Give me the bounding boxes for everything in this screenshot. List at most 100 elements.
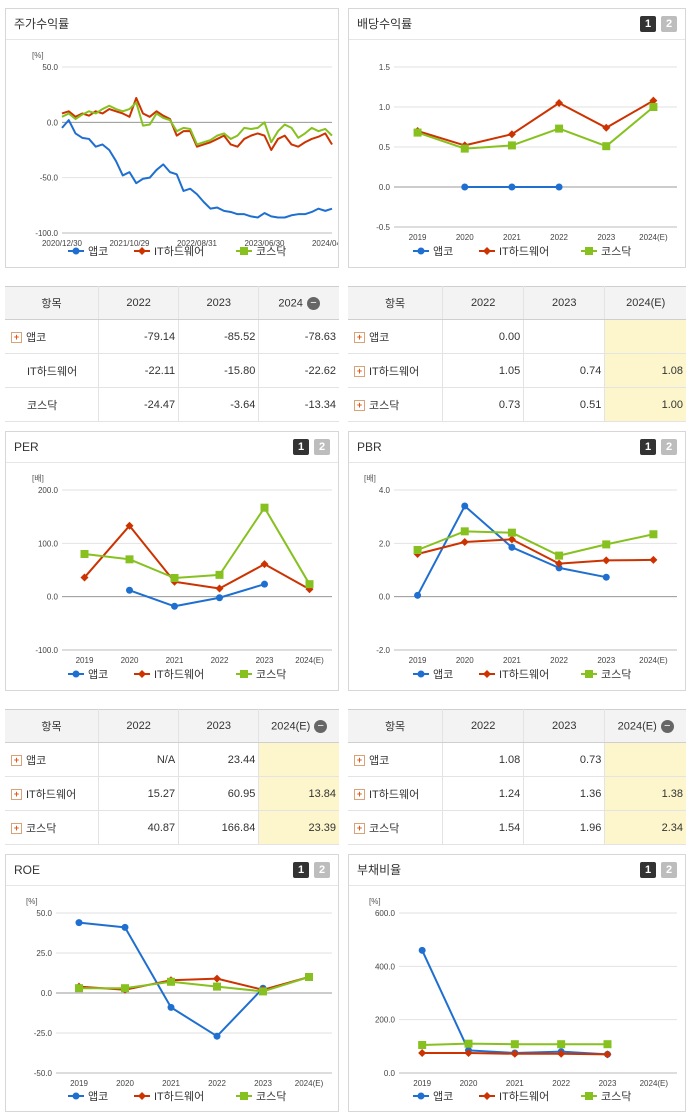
- cell-value: 0.74: [523, 353, 606, 388]
- cell-value: [604, 319, 686, 354]
- x-tick-label: 2024(E): [639, 233, 668, 242]
- data-point-코스닥: [413, 128, 422, 137]
- data-point-앱코: [171, 602, 178, 610]
- data-point-IT하드웨어: [555, 559, 564, 568]
- row-name: IT하드웨어: [5, 353, 100, 388]
- page-2-button[interactable]: 2: [314, 439, 330, 455]
- data-point-IT하드웨어: [213, 974, 221, 983]
- x-tick-label: 2024(E): [639, 656, 668, 665]
- pbr-panel: PBR 1 2 [배] 4.0 2.0 0.0 -2.0 2019 2020 2021 2022…: [348, 431, 686, 691]
- x-tick-label: 2020: [456, 233, 474, 242]
- expand-icon[interactable]: +: [11, 332, 22, 344]
- series-line-IT하드웨어: [417, 538, 654, 565]
- row-label: IT하드웨어: [27, 365, 78, 378]
- page-1-button[interactable]: 1: [640, 16, 656, 32]
- page-2-button[interactable]: 2: [661, 16, 677, 32]
- data-point-IT하드웨어: [649, 555, 658, 564]
- page-1-button[interactable]: 1: [640, 439, 656, 455]
- x-tick-label: 2020: [456, 656, 474, 665]
- expand-icon[interactable]: +: [354, 366, 365, 378]
- header-year: 2024−: [258, 286, 339, 320]
- debt-panel: 부채비율 1 2 [%] 600.0 400.0 200.0 0.0 2019 2020 20…: [348, 854, 686, 1112]
- legend-label-코스닥: 코스닥: [256, 245, 286, 258]
- expand-icon[interactable]: +: [11, 823, 22, 835]
- y-unit-label: [배]: [364, 474, 376, 483]
- data-point-코스닥: [121, 984, 129, 993]
- header-label: 2024(E): [271, 719, 311, 732]
- data-point-코스닥: [460, 144, 469, 153]
- per-title: PER: [6, 432, 338, 463]
- legend-marker-IT하드웨어: [483, 1092, 491, 1100]
- data-point-IT하드웨어: [460, 538, 469, 546]
- y-tick-label: -50.0: [34, 1069, 53, 1078]
- table-row: + 앱코 0.00: [348, 319, 686, 354]
- collapse-icon[interactable]: −: [314, 719, 328, 733]
- header-year: 2024(E) −: [604, 709, 686, 743]
- collapse-icon[interactable]: −: [306, 296, 320, 310]
- table-row: + IT하드웨어 15.27 60.95 13.84: [5, 776, 339, 811]
- expand-icon[interactable]: +: [354, 332, 365, 344]
- x-tick-label: 2023: [597, 233, 615, 242]
- debt-title: 부채비율: [349, 855, 685, 886]
- collapse-icon[interactable]: −: [660, 719, 674, 733]
- header-year: 2023: [523, 286, 606, 320]
- data-point-코스닥: [170, 574, 179, 582]
- x-tick-label: 2020: [121, 656, 139, 665]
- legend-label-IT하드웨어: IT하드웨어: [499, 244, 549, 258]
- dividend-chart: 1.5 1.0 0.5 0.0 -0.5 2019 2020 2021 2022 2023 2024…: [376, 63, 677, 258]
- cell-value: 13.84: [258, 776, 339, 811]
- legend-label-앱코: 앱코: [433, 668, 453, 681]
- x-tick-label: 2022: [552, 1079, 570, 1088]
- x-tick-label: 2022/08/31: [177, 239, 218, 248]
- x-tick-label: 2019: [76, 656, 94, 665]
- header-item: 항목: [348, 709, 444, 743]
- page-2-button[interactable]: 2: [661, 862, 677, 878]
- legend-label-IT하드웨어: IT하드웨어: [499, 667, 549, 681]
- y-tick-label: 1.0: [379, 103, 391, 112]
- expand-icon[interactable]: +: [354, 400, 365, 412]
- data-point-코스닥: [213, 982, 221, 991]
- expand-icon[interactable]: +: [354, 789, 365, 801]
- page-2-button[interactable]: 2: [661, 439, 677, 455]
- y-tick-label: 200.0: [38, 486, 59, 495]
- series-line-코스닥: [61, 101, 333, 146]
- page-1-button[interactable]: 1: [640, 862, 656, 878]
- cell-value: 60.95: [178, 776, 260, 811]
- header-label: 2023: [552, 720, 577, 732]
- x-tick-label: 2022: [211, 656, 229, 665]
- header-label: 2024: [278, 296, 303, 309]
- page-2-button[interactable]: 2: [314, 862, 330, 878]
- header-label: 2023: [206, 720, 231, 732]
- header-label: 2022: [126, 720, 151, 732]
- cell-value: 0.00: [442, 319, 525, 354]
- header-item: 항목: [348, 286, 444, 320]
- expand-icon[interactable]: +: [354, 755, 365, 767]
- header-year: 2023: [523, 709, 606, 743]
- table-row: + 앱코 N/A 23.44: [5, 742, 339, 777]
- data-point-코스닥: [603, 1040, 612, 1049]
- header-label: 2022: [470, 720, 496, 732]
- row-label: 앱코: [26, 331, 47, 344]
- debt-page-buttons: 1 2: [640, 862, 677, 878]
- cell-value: 0.73: [442, 387, 525, 422]
- expand-icon[interactable]: +: [11, 789, 22, 801]
- y-tick-label: 0.0: [384, 1069, 396, 1078]
- cell-value: 1.38: [604, 776, 686, 811]
- row-name: 코스닥: [5, 387, 100, 422]
- series-line-앱코: [129, 583, 265, 608]
- y-tick-label: -0.5: [376, 223, 390, 232]
- data-point-IT하드웨어: [464, 1049, 473, 1057]
- data-point-코스닥: [649, 530, 658, 539]
- series-line-코스닥: [417, 530, 654, 557]
- expand-icon[interactable]: +: [354, 823, 365, 835]
- legend-marker-코스닥: [240, 670, 248, 678]
- expand-icon[interactable]: +: [11, 755, 22, 767]
- cell-value: 23.39: [258, 810, 339, 845]
- x-tick-label: 2023: [256, 656, 274, 665]
- data-point-앱코: [167, 1003, 175, 1011]
- page-1-button[interactable]: 1: [293, 439, 309, 455]
- table-row: + 코스닥 40.87 166.84 23.39: [5, 810, 339, 845]
- page-1-button[interactable]: 1: [293, 862, 309, 878]
- legend-label-앱코: 앱코: [88, 668, 108, 681]
- roe-panel: ROE 1 2 [%] 50.0 25.0 0.0 -25.0 -50.0 2019 2020…: [5, 854, 339, 1112]
